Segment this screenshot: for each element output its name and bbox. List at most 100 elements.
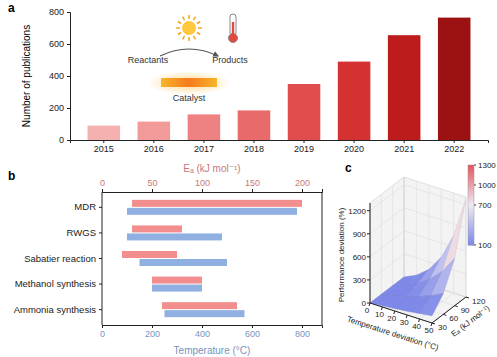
x2-axis-tick: 200 [295,178,310,192]
x-axis-tick-label: 2022 [444,144,464,154]
x-axis-tick-mark [252,325,253,328]
sun-ray [194,36,196,39]
annotation: Catalyst [173,93,206,103]
x-axis-tick-mark [404,140,405,143]
y-axis-tick-label: 60 [449,314,458,323]
x-axis-tick-label: 20 [387,314,396,323]
y-axis-tick-mark [432,323,435,324]
catalyst-glow [147,71,231,95]
x-axis-tick-label: 2021 [394,144,414,154]
bar [138,122,171,140]
bar [438,18,471,140]
x-axis-tick: 2021 [394,140,414,154]
x-axis-tick: 0 [100,325,105,339]
colorbar-tick-label: 100 [478,241,492,250]
y-axis-tick-mark [99,207,102,208]
y-axis-tick: 200 [49,103,70,113]
x-axis-tick-label: 0 [100,329,105,339]
sun-ray [183,17,185,20]
y-axis-tick-mark [67,44,70,45]
x2-axis-tick-label: 50 [147,178,157,188]
y-axis-tick-mark [67,12,70,13]
z-axis-title: Performance deviation (%) [337,207,346,302]
colorbar-tick-mark [474,185,476,186]
x-axis-tick: 2022 [444,140,464,154]
y-axis-tick-label: Sabatier reaction [24,253,96,264]
x-axis-tick-label: 2017 [194,144,214,154]
sun-ray [178,33,181,35]
y-axis-tick: 800 [49,7,70,17]
z-axis-tick-mark [367,210,370,211]
x-axis-tick-mark [152,325,153,328]
reaction-arrow [160,49,218,56]
colorbar: 100 700 1000 1300 [468,161,496,250]
y-axis-tick-label: RWGS [67,227,96,238]
y-axis-title: Eₐ (kJ mol⁻¹) [450,303,492,338]
colorbar-tick-label: 1300 [478,161,496,170]
y-axis-tick-mark [67,108,70,109]
y-axis-line [67,13,71,141]
x2-axis-tick: 0 [100,178,105,192]
range-bar [127,233,222,240]
y-axis-tick-mark [67,140,70,141]
x-axis-tick-mark [253,140,254,143]
x2-axis-tick: 150 [245,178,260,192]
x-axis-tick-mark [304,140,305,143]
y-axis-tick-label: 30 [438,323,447,332]
y-axis-tick-label: 400 [49,71,64,81]
range-bar [122,251,177,258]
x2-axis-tick-label: 200 [295,178,310,188]
x-axis-title: Temperature deviation (°C) [346,315,440,353]
x-axis-tick-label: 40 [412,322,421,331]
x-axis-tick: 600 [245,325,260,339]
sun-ray [188,15,190,19]
colorbar-tick-label: 700 [478,201,492,210]
inset: ReactantsProductsCatalyst [128,14,249,103]
grid-line [370,185,466,211]
y-axis-tick: 600 [49,39,70,49]
z-axis-tick-mark [367,303,370,304]
y-axis-tick: 0 [59,135,70,145]
catalyst-block [161,78,217,87]
y-axis-tick-label: 600 [49,39,64,49]
x2-axis: 050100150200 [100,178,323,193]
z-axis-tick-mark [367,279,370,280]
x2-axis-tick-mark [302,189,303,192]
x-axis-tick-mark [153,140,154,143]
bar [338,62,371,140]
x-axis-title: Temperature (°C) [174,345,251,356]
x-axis-tick: 2018 [244,140,264,154]
panel-label: c [345,161,352,175]
x-axis-tick: 2020 [344,140,364,154]
sun-ray [176,27,180,29]
x-axis: 0200400600800 [100,325,323,339]
sun-ray [194,17,196,20]
range-bar [140,259,228,266]
x2-axis-tick-mark [202,189,203,192]
x2-axis-title: Eₐ (kJ mol⁻¹) [183,163,240,174]
z-axis-tick-label: 900 [353,230,367,239]
y-axis-tick-mark [466,297,469,298]
colorbar-tick-label: 1000 [478,181,496,190]
z-axis-tick-mark [367,256,370,257]
grid-line [370,208,466,234]
thermometer-level [232,22,234,37]
x2-axis-line [103,189,323,193]
grid-line [370,203,432,323]
bar [288,84,321,140]
annotation: Products [212,55,248,65]
x2-axis-tick-mark [252,189,253,192]
x-axis-tick-mark [354,140,355,143]
x2-axis-tick-mark [152,189,153,192]
x-axis-tick-mark [103,140,104,143]
sun-disc [182,21,196,35]
range-bar [132,225,182,232]
range-bar [162,302,237,309]
x-axis-tick: 400 [195,325,210,339]
colorbar-tick-mark [474,245,476,246]
surface [370,199,466,316]
surface-axes: 0102030405030609012003006009001200Temper… [337,207,492,353]
x-axis-tick: 2016 [144,140,164,154]
x-axis-line [103,326,323,329]
y-axis-tick-mark [455,306,458,307]
